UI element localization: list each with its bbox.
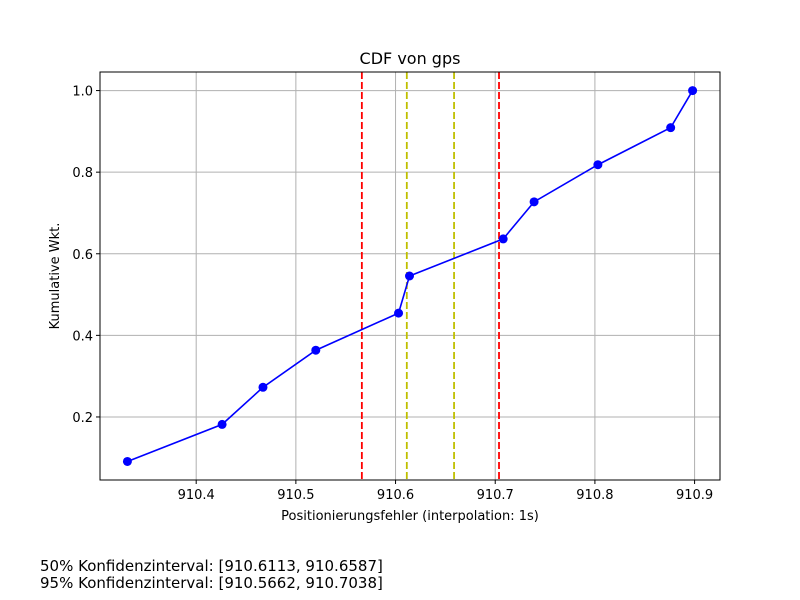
axes-frame xyxy=(99,71,721,481)
cdf-point xyxy=(529,197,539,207)
confidence-lines xyxy=(360,72,500,480)
y-tick-label: 0.2 xyxy=(72,411,93,426)
confidence-notes: 50% Konfidenzinterval: [910.6113, 910.65… xyxy=(40,558,383,592)
cdf-point xyxy=(666,123,676,133)
y-tick-label: 0.8 xyxy=(72,166,93,181)
data-series xyxy=(122,86,698,466)
ci-95-note: 95% Konfidenzinterval: [910.5662, 910.70… xyxy=(40,574,383,592)
cdf-point xyxy=(498,234,508,244)
axis-ticks: 910.4 910.5 910.6 910.7 910.8 910.9 0.2 0.4 0.6 0… xyxy=(72,85,713,503)
x-tick-label: 910.4 xyxy=(178,488,215,503)
cdf-point xyxy=(405,271,415,281)
cdf-point xyxy=(217,419,227,429)
cdf-chart: 910.4 910.5 910.6 910.7 910.8 910.9 0.2 0.4 0.6 0… xyxy=(48,49,721,524)
cdf-point xyxy=(311,345,321,355)
cdf-point xyxy=(593,160,603,170)
x-axis-label: Positionierungsfehler (interpolation: 1s… xyxy=(281,509,539,524)
x-tick-label: 910.7 xyxy=(477,488,514,503)
ci-50-note: 50% Konfidenzinterval: [910.6113, 910.65… xyxy=(40,557,383,575)
cdf-point xyxy=(122,456,132,466)
cdf-point xyxy=(258,382,268,392)
x-tick-label: 910.9 xyxy=(676,488,713,503)
y-axis-label: Kumulative Wkt. xyxy=(48,223,63,330)
y-tick-label: 0.6 xyxy=(72,248,93,263)
x-tick-label: 910.8 xyxy=(576,488,613,503)
cdf-point xyxy=(688,86,698,96)
y-tick-label: 0.4 xyxy=(72,329,93,344)
grid-lines xyxy=(100,72,720,480)
y-tick-label: 1.0 xyxy=(72,85,93,100)
x-tick-label: 910.5 xyxy=(277,488,314,503)
cdf-point xyxy=(394,308,404,318)
x-tick-label: 910.6 xyxy=(377,488,414,503)
chart-title: CDF von gps xyxy=(360,49,461,68)
